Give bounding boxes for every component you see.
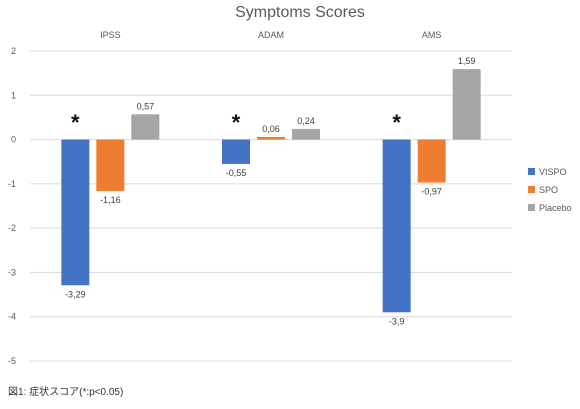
bar-placebo <box>292 128 320 140</box>
y-tick-label: 2 <box>11 46 16 56</box>
category-label: ADAM <box>258 30 284 40</box>
data-label: 0,06 <box>262 124 280 134</box>
legend-label: SPO <box>539 185 558 195</box>
y-tick-label: -2 <box>8 223 16 233</box>
data-label: -3,29 <box>65 289 86 299</box>
bar-vispo <box>222 139 250 164</box>
significance-asterisk: * <box>71 110 80 135</box>
data-label: -0,55 <box>226 168 247 178</box>
data-label: -3,9 <box>389 316 405 326</box>
data-label: 0,57 <box>137 101 155 111</box>
y-tick-label: 0 <box>11 135 16 145</box>
bar-placebo <box>131 114 160 140</box>
bar-placebo <box>452 69 481 140</box>
legend: VISPO SPO Placebo <box>528 167 572 213</box>
data-labels: -3,29 -1,16 0,57 -0,55 0,06 0,24 -3,9 -0,97 1,59 <box>65 56 475 326</box>
legend-swatch <box>528 186 535 193</box>
bar-vispo <box>61 139 90 286</box>
y-tick-label: -1 <box>8 179 16 189</box>
y-tick-label: -3 <box>8 267 16 277</box>
bar-vispo <box>382 139 411 313</box>
y-tick-label: -4 <box>8 312 16 322</box>
bar-spo <box>257 136 285 140</box>
figure-caption: 図1: 症状スコア(*:p<0.05) <box>8 385 123 398</box>
category-label: IPSS <box>100 30 121 40</box>
legend-label: VISPO <box>539 167 567 177</box>
gridlines <box>30 50 512 362</box>
legend-swatch <box>528 204 535 211</box>
y-axis-ticks: 2 1 0 -1 -2 -3 -4 -5 <box>8 46 16 366</box>
significance-asterisk: * <box>232 110 241 135</box>
bars <box>61 69 481 313</box>
bar-spo <box>96 139 125 191</box>
category-label: AMS <box>422 30 442 40</box>
category-labels: IPSS ADAM AMS <box>100 30 441 40</box>
legend-label: Placebo <box>539 203 572 213</box>
significance-asterisk: * <box>392 110 401 135</box>
legend-swatch <box>528 168 535 175</box>
chart-title: Symptoms Scores <box>235 4 365 21</box>
data-label: -0,97 <box>421 187 442 197</box>
y-tick-label: -5 <box>8 356 16 366</box>
y-tick-label: 1 <box>11 90 16 100</box>
data-label: 0,24 <box>297 116 315 126</box>
data-label: 1,59 <box>458 56 476 66</box>
significance-markers: * * * <box>71 110 401 135</box>
bar-spo <box>417 139 446 183</box>
data-label: -1,16 <box>100 195 121 205</box>
